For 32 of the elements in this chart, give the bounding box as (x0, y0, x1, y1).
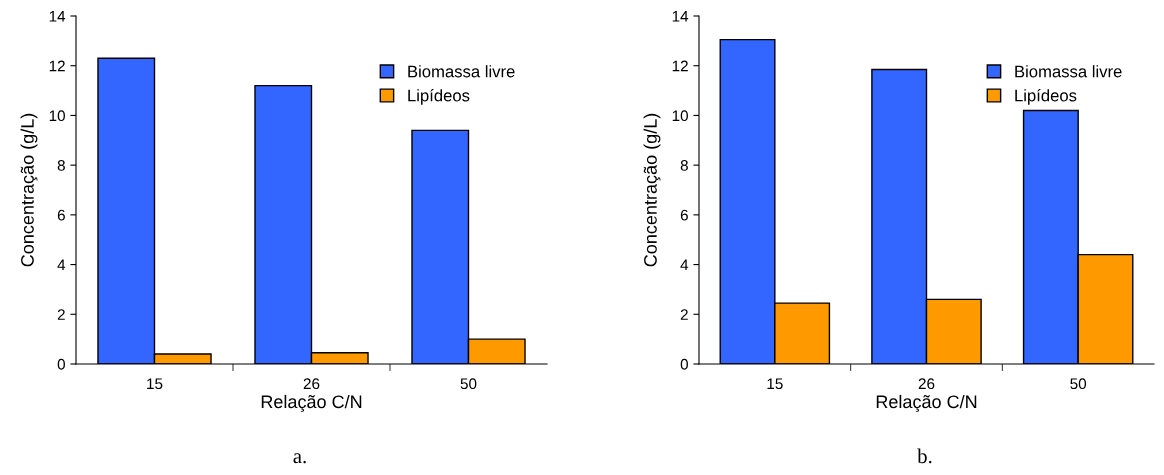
y-tick-label: 12 (49, 60, 65, 72)
y-tick-label: 12 (672, 60, 688, 72)
x-tick-label: 15 (767, 378, 783, 390)
legend-label: Lipídeos (408, 89, 470, 105)
x-tick-label: 15 (147, 378, 163, 390)
y-tick-label: 0 (680, 358, 688, 370)
y-tick-label: 10 (672, 110, 688, 122)
x-axis-title: Relação C/N (261, 394, 362, 412)
legend-label: Biomassa livre (408, 65, 515, 78)
text: a. (293, 453, 306, 464)
x-tick-label: 26 (303, 378, 320, 390)
y-axis-title: Concentração (g/L) (20, 113, 38, 267)
x-tick-label: 50 (1070, 378, 1087, 390)
y-tick-label: 0 (57, 358, 65, 370)
y-tick-label: 2 (57, 309, 65, 320)
y-tick-label: 10 (49, 110, 65, 122)
text: b. (917, 448, 932, 464)
y-tick-label: 6 (57, 209, 65, 221)
y-tick-label: 8 (57, 160, 65, 171)
x-tick-label: 26 (918, 378, 935, 390)
y-tick-label: 8 (680, 160, 688, 171)
x-axis-title: Relação C/N (876, 394, 977, 412)
y-tick-label: 6 (680, 209, 688, 221)
y-tick-label: 14 (49, 11, 66, 22)
y-axis-title: Concentração (g/L) (643, 113, 661, 267)
y-tick-label: 14 (672, 11, 689, 22)
y-tick-label: 4 (57, 259, 66, 271)
legend-label: Biomassa livre (1015, 65, 1122, 78)
legend-label: Lipídeos (1015, 89, 1077, 105)
y-tick-label: 2 (680, 309, 688, 320)
y-tick-label: 4 (680, 259, 689, 271)
x-tick-label: 50 (460, 378, 477, 390)
